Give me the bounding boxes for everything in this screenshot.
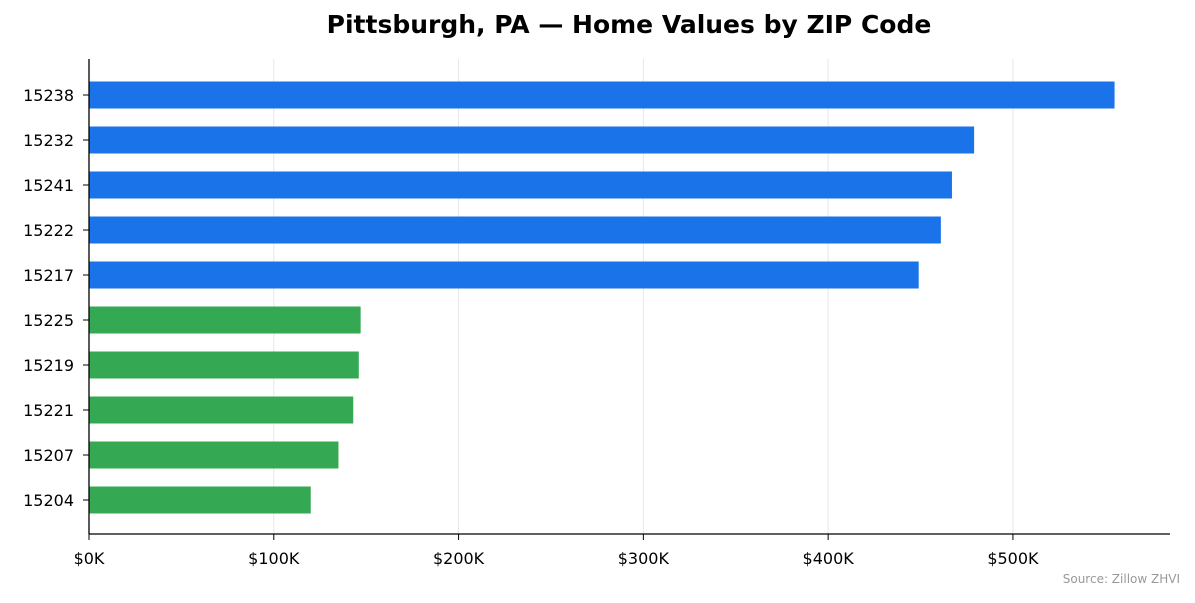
bar-15217 <box>89 261 919 289</box>
y-tick-label: 15222 <box>23 221 74 240</box>
y-tick-label: 15207 <box>23 446 74 465</box>
x-tick-label: $400K <box>803 549 855 568</box>
bars <box>89 81 1115 514</box>
bar-15219 <box>89 351 359 379</box>
bar-15207 <box>89 441 339 469</box>
x-tick-label: $0K <box>74 549 105 568</box>
y-tick-label: 15221 <box>23 401 74 420</box>
x-tick-label: $100K <box>248 549 300 568</box>
bar-15222 <box>89 216 941 244</box>
axes <box>83 59 1170 540</box>
y-tick-label: 15241 <box>23 176 74 195</box>
x-tick-label: $200K <box>433 549 485 568</box>
y-tick-label: 15225 <box>23 311 74 330</box>
bar-15225 <box>89 306 361 334</box>
y-tick-label: 15217 <box>23 266 74 285</box>
source-note: Source: Zillow ZHVI <box>1062 572 1180 586</box>
y-tick-label: 15204 <box>23 491 74 510</box>
bar-15221 <box>89 396 354 424</box>
y-tick-label: 15238 <box>23 86 74 105</box>
bar-15204 <box>89 486 311 514</box>
chart-title: Pittsburgh, PA — Home Values by ZIP Code <box>326 10 932 39</box>
y-tick-label: 15232 <box>23 131 74 150</box>
bar-15238 <box>89 81 1115 109</box>
x-tick-label: $500K <box>987 549 1039 568</box>
bar-15232 <box>89 126 975 154</box>
tick-labels: $0K $100K $200K $300K $400K $500K 15238 15232 15… <box>23 86 1039 568</box>
bar-15241 <box>89 171 952 199</box>
x-tick-label: $300K <box>618 549 670 568</box>
y-tick-label: 15219 <box>23 356 74 375</box>
